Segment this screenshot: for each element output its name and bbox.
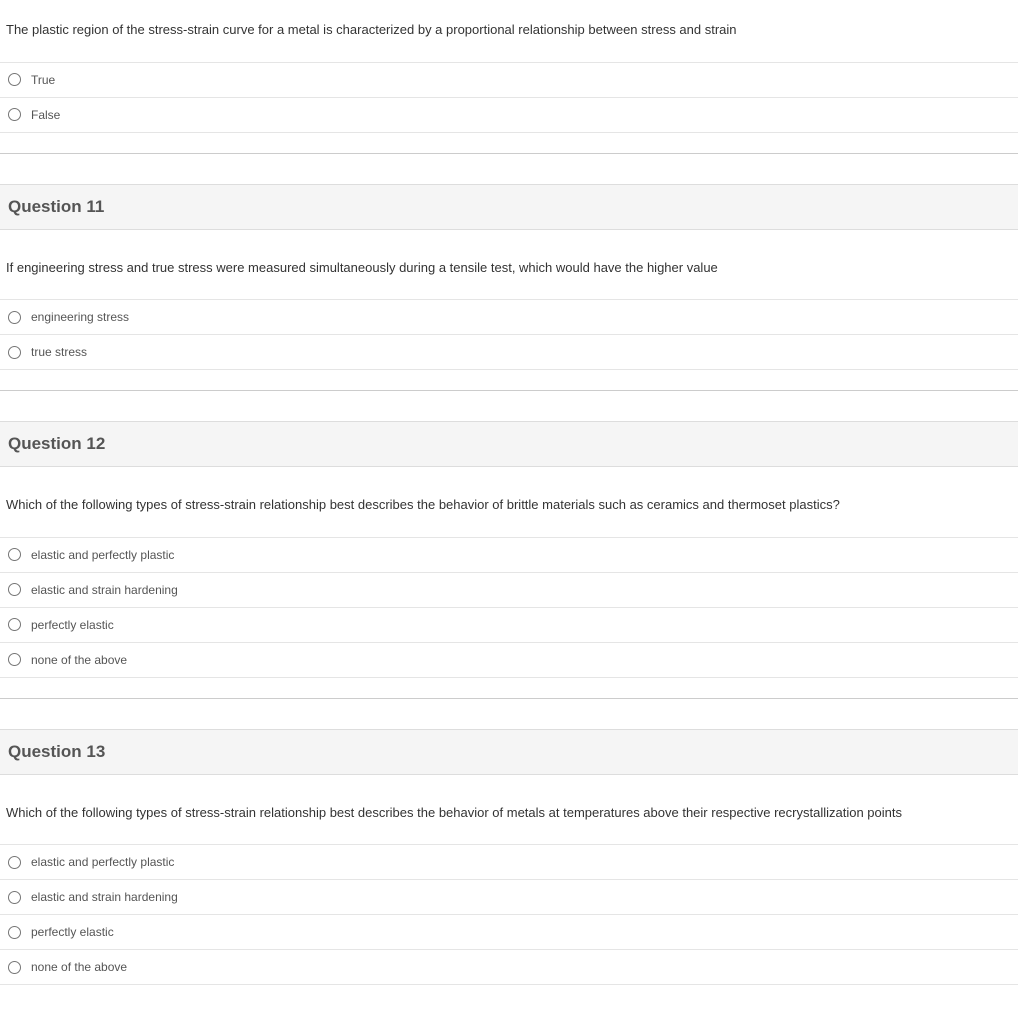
option-radio[interactable] [8, 311, 21, 324]
options-list: elastic and perfectly plastic elastic an… [0, 844, 1018, 985]
option-radio[interactable] [8, 653, 21, 666]
question-text: The plastic region of the stress-strain … [0, 0, 1018, 62]
option-row[interactable]: perfectly elastic [0, 608, 1018, 643]
option-row[interactable]: False [0, 98, 1018, 133]
option-radio[interactable] [8, 926, 21, 939]
option-label: False [31, 108, 60, 122]
option-row[interactable]: perfectly elastic [0, 915, 1018, 950]
block-divider [0, 390, 1018, 391]
option-radio[interactable] [8, 856, 21, 869]
option-label: none of the above [31, 960, 127, 974]
options-list: engineering stress true stress [0, 299, 1018, 370]
option-row[interactable]: True [0, 63, 1018, 98]
option-label: elastic and perfectly plastic [31, 548, 174, 562]
option-label: True [31, 73, 55, 87]
option-radio[interactable] [8, 548, 21, 561]
question-text: Which of the following types of stress-s… [0, 467, 1018, 537]
option-radio[interactable] [8, 346, 21, 359]
question-header: Question 12 [0, 421, 1018, 467]
option-row[interactable]: none of the above [0, 643, 1018, 678]
question-block: Question 13 Which of the following types… [0, 729, 1018, 986]
option-radio[interactable] [8, 73, 21, 86]
option-radio[interactable] [8, 583, 21, 596]
option-row[interactable]: none of the above [0, 950, 1018, 985]
question-text: If engineering stress and true stress we… [0, 230, 1018, 300]
option-label: elastic and perfectly plastic [31, 855, 174, 869]
question-text: Which of the following types of stress-s… [0, 775, 1018, 845]
question-block: Question 11 If engineering stress and tr… [0, 184, 1018, 392]
option-radio[interactable] [8, 108, 21, 121]
option-row[interactable]: elastic and perfectly plastic [0, 538, 1018, 573]
option-label: true stress [31, 345, 87, 359]
question-header: Question 13 [0, 729, 1018, 775]
options-list: True False [0, 62, 1018, 133]
question-header: Question 11 [0, 184, 1018, 230]
question-block: Question 12 Which of the following types… [0, 421, 1018, 699]
option-row[interactable]: elastic and strain hardening [0, 880, 1018, 915]
option-row[interactable]: true stress [0, 335, 1018, 370]
block-divider [0, 153, 1018, 154]
option-row[interactable]: elastic and perfectly plastic [0, 845, 1018, 880]
option-row[interactable]: elastic and strain hardening [0, 573, 1018, 608]
option-row[interactable]: engineering stress [0, 300, 1018, 335]
option-label: perfectly elastic [31, 618, 114, 632]
option-radio[interactable] [8, 618, 21, 631]
option-label: engineering stress [31, 310, 129, 324]
option-label: none of the above [31, 653, 127, 667]
option-label: elastic and strain hardening [31, 890, 178, 904]
option-label: perfectly elastic [31, 925, 114, 939]
option-radio[interactable] [8, 891, 21, 904]
block-divider [0, 698, 1018, 699]
option-label: elastic and strain hardening [31, 583, 178, 597]
option-radio[interactable] [8, 961, 21, 974]
options-list: elastic and perfectly plastic elastic an… [0, 537, 1018, 678]
question-block: The plastic region of the stress-strain … [0, 0, 1018, 154]
